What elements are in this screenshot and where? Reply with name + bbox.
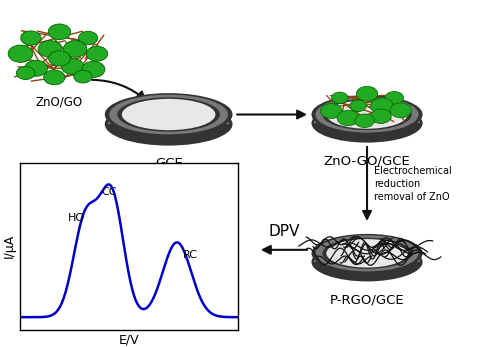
Circle shape [357,86,377,101]
Circle shape [82,61,105,77]
Ellipse shape [326,100,408,129]
Ellipse shape [311,104,423,143]
Polygon shape [314,109,420,123]
Circle shape [21,31,41,45]
Circle shape [86,46,108,61]
Circle shape [371,109,391,124]
Text: ZnO-GO/GCE: ZnO-GO/GCE [324,154,410,167]
Circle shape [25,60,48,76]
Text: CC: CC [102,187,117,197]
Text: Electrochemical
reduction
removal of ZnO: Electrochemical reduction removal of ZnO [374,166,452,202]
Text: GCE: GCE [155,157,183,170]
Circle shape [337,110,359,126]
Ellipse shape [117,97,220,132]
Ellipse shape [315,235,419,271]
Circle shape [74,70,92,83]
Ellipse shape [315,96,419,133]
Circle shape [8,45,33,62]
Circle shape [355,114,374,128]
Polygon shape [314,248,420,262]
Circle shape [320,103,342,119]
Ellipse shape [311,95,423,134]
Ellipse shape [311,234,423,273]
Ellipse shape [122,99,215,130]
Y-axis label: I/μA: I/μA [2,234,16,259]
Circle shape [78,31,98,45]
X-axis label: E/V: E/V [119,334,139,347]
Ellipse shape [322,238,412,269]
Text: HQ: HQ [68,213,85,223]
Circle shape [44,70,65,85]
Circle shape [390,103,412,118]
Ellipse shape [109,95,228,134]
Circle shape [371,98,393,114]
Circle shape [62,59,84,74]
Text: RC: RC [183,250,197,260]
Circle shape [350,100,367,112]
Text: ZnO/GO: ZnO/GO [36,95,83,108]
Polygon shape [108,109,229,124]
Circle shape [385,92,403,104]
Text: DPV: DPV [268,225,300,239]
Ellipse shape [105,93,233,136]
Ellipse shape [105,103,233,146]
Circle shape [38,41,62,57]
Circle shape [49,51,70,66]
Circle shape [48,24,71,40]
Ellipse shape [326,239,408,268]
Ellipse shape [311,243,423,281]
Circle shape [63,41,87,57]
Circle shape [331,92,348,104]
Circle shape [16,67,35,79]
Text: P-RGO/GCE: P-RGO/GCE [330,293,404,306]
Ellipse shape [322,99,412,130]
